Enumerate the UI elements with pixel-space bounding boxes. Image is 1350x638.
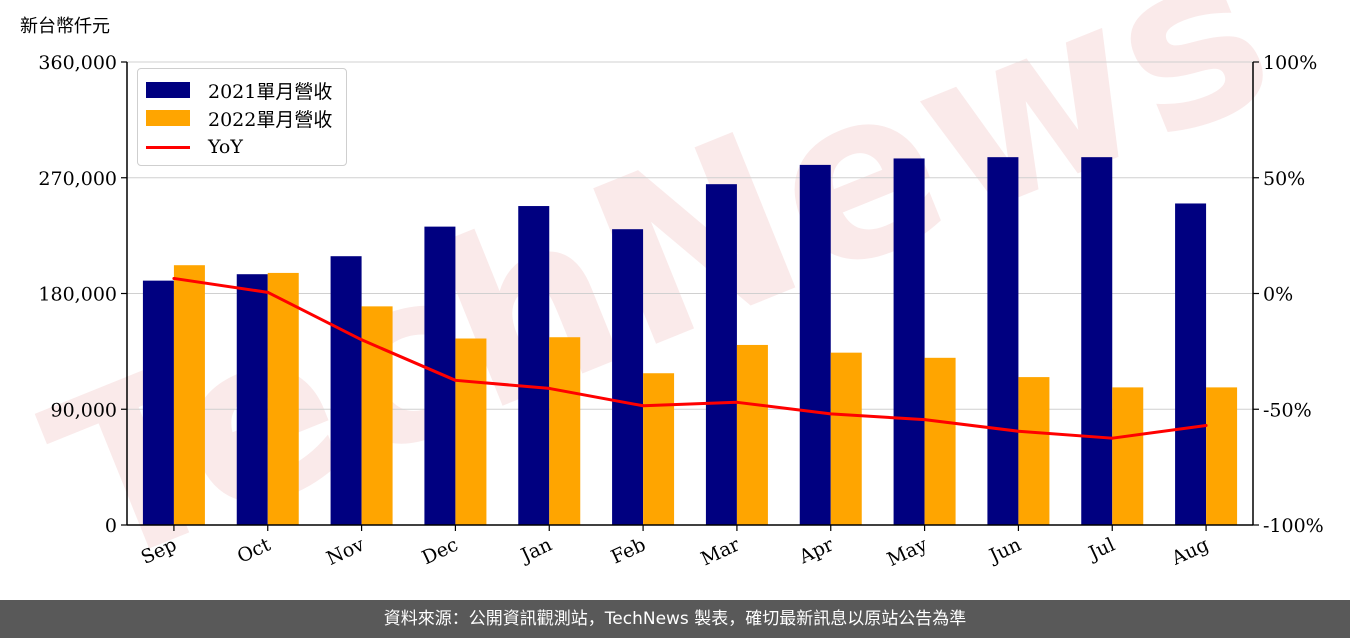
bar-2021-jan [518,206,550,526]
legend: 2021單月營收 2022單月營收 YoY [137,68,347,166]
yoy-point-nov [360,338,364,342]
legend-label-2022: 2022單月營收 [208,108,333,131]
legend-swatch-2022 [146,110,190,126]
x-tick-label-mar: Mar [698,533,744,570]
x-tick-label-jun: Jun [984,534,1024,568]
bar-2022-feb [643,373,675,525]
legend-swatch-yoy [146,145,190,149]
bar-2022-may [924,357,956,525]
yoy-line-layer [172,276,1208,440]
x-tick-label-feb: Feb [608,534,650,569]
bar-2021-feb [612,229,644,525]
bars [142,157,1238,526]
bar-2022-mar [736,344,768,525]
bar-2021-jun [987,157,1019,525]
bar-2022-jan [549,337,581,525]
bar-2022-jul [1112,387,1144,525]
right-axis-ticks: -100% -50% 0% 50% 100% [1253,52,1324,537]
right-tick-label: 50% [1263,168,1305,190]
x-tick-label-apr: Apr [795,533,838,569]
legend-item-2021: 2021單月營收 [146,79,333,103]
source-footer: 資料來源：公開資訊觀測站，TechNews 製表，確切最新訊息以原站公告為準 [0,600,1350,638]
bar-2022-dec [455,338,487,525]
legend-item-yoy: YoY [146,136,243,158]
x-tick-label-dec: Dec [419,534,462,570]
bar-2021-dec [424,226,456,525]
bar-2021-oct [236,274,268,525]
bar-2022-apr [830,352,862,525]
yoy-point-jan [547,386,551,390]
legend-label-2021: 2021單月營收 [208,80,333,103]
x-tick-label-nov: Nov [323,533,368,569]
yoy-point-jun [1016,429,1020,433]
yoy-point-apr [829,412,833,416]
right-tick-label: 0% [1263,284,1293,306]
bar-2021-apr [799,164,831,525]
yoy-point-sep [172,276,176,280]
left-tick-label: 270,000 [38,168,117,190]
bar-2022-oct [267,272,299,525]
x-tick-label-jul: Jul [1084,534,1119,566]
yoy-point-feb [641,404,645,408]
yoy-point-dec [453,378,457,382]
left-tick-label: 180,000 [38,284,117,306]
yoy-point-may [923,418,927,422]
yoy-point-mar [735,400,739,404]
x-tick-label-jan: Jan [516,534,555,568]
right-tick-label: -50% [1263,399,1312,421]
left-axis-ticks: 0 90,000 180,000 270,000 360,000 [38,52,127,537]
bar-2021-nov [330,256,362,525]
left-tick-label: 360,000 [38,52,117,74]
bar-2021-sep [142,280,174,525]
bar-2021-jul [1081,157,1113,525]
yoy-point-oct [266,290,270,294]
left-tick-label: 90,000 [51,399,117,421]
bar-2021-aug [1175,203,1207,525]
right-tick-label: -100% [1263,515,1324,537]
left-tick-label: 0 [105,515,117,537]
bar-2022-aug [1206,387,1238,525]
bar-2022-nov [361,306,393,525]
legend-label-yoy: YoY [208,136,243,158]
grid-lines [127,61,1253,410]
bar-2022-jun [1018,377,1050,525]
x-tick-label-aug: Aug [1167,534,1212,570]
unit-label: 新台幣仟元 [20,16,110,37]
bar-2022-sep [173,265,205,525]
right-tick-label: 100% [1263,52,1317,74]
yoy-line [173,276,1207,440]
yoy-point-aug [1204,423,1208,427]
bar-2021-may [893,158,925,526]
legend-item-2022: 2022單月營收 [146,107,333,131]
yoy-point-jul [1110,436,1114,440]
bar-2021-mar [705,184,737,526]
x-tick-label-may: May [884,533,931,571]
legend-swatch-2021 [146,82,190,98]
